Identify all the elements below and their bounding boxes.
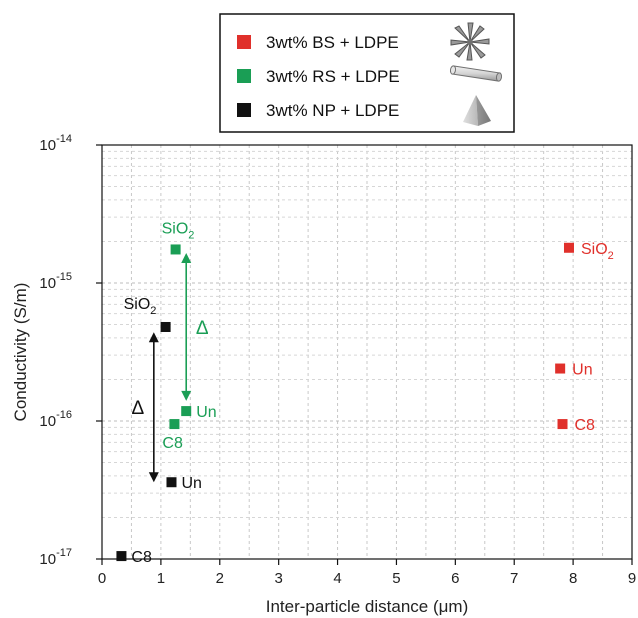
delta-arrow-head-up: [181, 252, 192, 263]
x-tick-label: 9: [628, 570, 636, 587]
rod-particle-icon: [449, 65, 503, 82]
delta-arrow-head-down: [148, 472, 159, 483]
delta-label: Δ: [196, 318, 209, 339]
point-label: Un: [572, 362, 592, 379]
delta-arrow-head-down: [181, 390, 192, 401]
data-point: [116, 551, 127, 562]
x-tick-label: 7: [510, 570, 518, 587]
point-label: C8: [131, 549, 152, 566]
plot-frame: [101, 144, 633, 560]
point-label: SiO2: [124, 296, 157, 317]
x-axis-label: Inter-particle distance (μm): [266, 597, 469, 616]
x-tick-label: 8: [569, 570, 577, 587]
x-tick-label: 5: [392, 570, 400, 587]
legend-marker: [237, 103, 251, 117]
data-point: [181, 406, 192, 417]
x-tick-label: 4: [333, 570, 341, 587]
x-axis: 0 1 2 3 4 5 6 7 8 9: [98, 559, 636, 587]
pyramid-particle-icon: [463, 95, 491, 126]
y-tick-label: 10-16: [39, 409, 72, 430]
x-tick-label: 6: [451, 570, 459, 587]
data-point: [170, 244, 181, 255]
x-tick-label: 2: [216, 570, 224, 587]
y-axis-label: Conductivity (S/m): [11, 283, 30, 422]
point-label: C8: [162, 435, 183, 452]
point-label: Un: [181, 475, 201, 492]
legend: 3wt% BS + LDPE 3wt% RS + LDPE 3wt% NP + LD…: [219, 13, 515, 133]
point-label: SiO2: [581, 241, 614, 262]
delta-arrow-head-up: [148, 332, 159, 343]
data-point: [160, 321, 171, 332]
data-point: [166, 477, 177, 488]
point-label: SiO2: [162, 220, 195, 241]
y-tick-label: 10-17: [39, 547, 72, 568]
legend-marker: [237, 69, 251, 83]
x-tick-label: 1: [157, 570, 165, 587]
y-tick-label: 10-14: [39, 133, 72, 154]
x-tick-label: 3: [274, 570, 282, 587]
data-point: [563, 242, 574, 253]
delta-label: Δ: [131, 398, 144, 419]
y-tick-label: 10-15: [39, 271, 72, 292]
y-axis: 10-17 10-16 10-15 10-14: [39, 133, 102, 568]
x-tick-label: 0: [98, 570, 106, 587]
legend-label: 3wt% BS + LDPE: [266, 33, 399, 52]
legend-marker: [237, 35, 251, 49]
point-label: C8: [575, 417, 596, 434]
delta-annotations: ΔΔ: [131, 252, 209, 483]
legend-label: 3wt% RS + LDPE: [266, 67, 400, 86]
data-points: SiO2 Un C8 SiO2 Un C8 SiO2 Un C8: [116, 220, 614, 566]
data-point: [169, 419, 180, 430]
grid: [102, 145, 632, 559]
branched-star-particle-icon: [450, 22, 490, 61]
legend-label: 3wt% NP + LDPE: [266, 101, 399, 120]
point-label: Un: [196, 404, 216, 421]
data-point: [557, 419, 568, 430]
data-point: [555, 363, 566, 374]
